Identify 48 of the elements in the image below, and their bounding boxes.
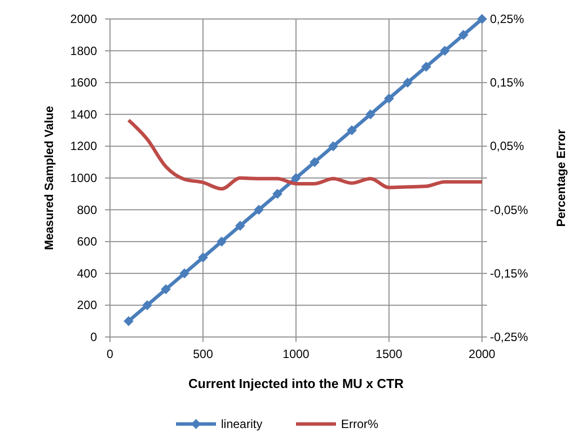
point (310, 157, 320, 168)
y-tick-label: 1200 (70, 139, 98, 154)
y2-axis-title: Percentage Error (554, 128, 568, 227)
line-series (126, 118, 484, 191)
point (328, 141, 338, 152)
point (160, 284, 171, 294)
x-tick-label: 1000 (282, 347, 310, 361)
point (124, 316, 134, 326)
y-tick-label: 1800 (70, 44, 98, 58)
x-tick-label: 0 (106, 347, 114, 361)
legend-label: Error% (341, 417, 379, 431)
y-axis-title: Measured Sampled Value (42, 106, 56, 250)
x-axis-title: Current Injected into the MU x CTR (188, 376, 404, 391)
point (384, 94, 394, 104)
y-tick-label: 1000 (70, 171, 98, 185)
x-tick-label: 2000 (468, 347, 496, 361)
point (365, 109, 376, 120)
point (346, 125, 357, 136)
y-tick-label: 400 (76, 266, 98, 280)
y2-tick-label: 0,15% (490, 76, 524, 90)
y2-tick-label: -0,25% (490, 330, 528, 344)
point (421, 62, 432, 72)
point (198, 252, 208, 262)
y2-tick-label: 0,05% (490, 139, 524, 154)
y-tick-label: 1400 (70, 107, 98, 122)
point (440, 46, 450, 56)
y2-tick-label: -0,05% (490, 202, 528, 217)
point (179, 268, 190, 278)
point (477, 14, 487, 24)
x-tick-label: 1500 (376, 347, 403, 361)
point (254, 204, 264, 215)
legend-label: linearity (221, 417, 262, 431)
y-tick-label: 1600 (70, 76, 98, 90)
y-tick-label: 2000 (70, 12, 98, 26)
point (216, 236, 227, 247)
point (142, 300, 152, 310)
point (458, 30, 468, 40)
point (291, 173, 301, 183)
x-tick-label: 500 (192, 347, 214, 361)
y-tick-label: 800 (76, 202, 98, 217)
y2-tick-label: -0,15% (490, 266, 528, 280)
point (235, 220, 246, 231)
point (402, 78, 413, 88)
y-tick-label: 0 (90, 330, 98, 344)
y-tick-label: 600 (76, 234, 98, 249)
point (272, 188, 282, 199)
y-tick-label: 200 (76, 298, 98, 312)
y2-tick-label: 0,25% (490, 12, 524, 26)
